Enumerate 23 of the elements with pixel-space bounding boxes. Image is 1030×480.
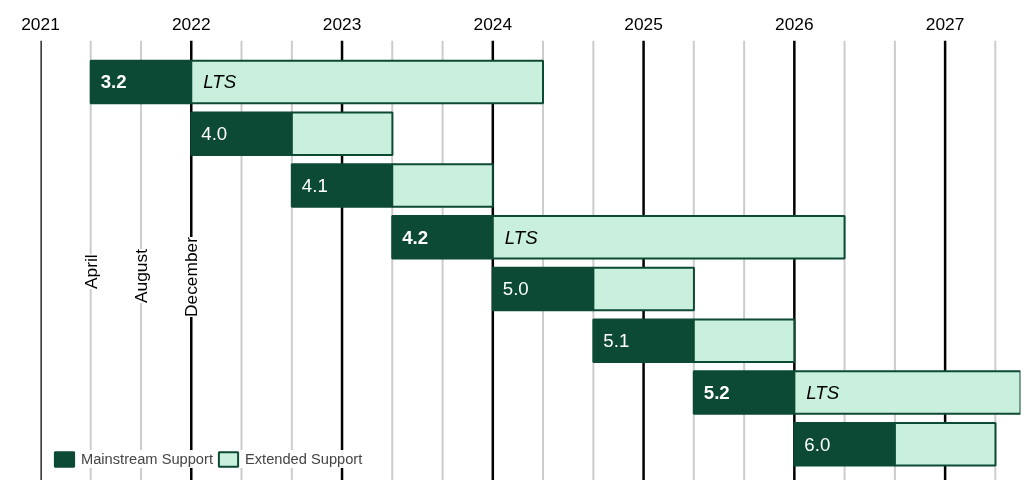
annotation: April — [80, 254, 101, 289]
y-tick-label: 5.0 — [502, 278, 529, 300]
x-tick-label: 2022 — [172, 13, 211, 34]
x-tick-label: 2027 — [925, 13, 965, 34]
y-tick-label: 5.1 — [603, 330, 630, 352]
y-tick-label: 4.1 — [301, 174, 328, 196]
y-tick-label: 4.2 — [402, 226, 429, 248]
x-tick-label: 2024 — [473, 13, 513, 34]
x-tick-label: 2026 — [775, 13, 814, 34]
data-label: LTS — [504, 226, 539, 248]
legend-label: Extended Support — [244, 451, 363, 467]
y-tick-label: 5.2 — [703, 382, 730, 403]
x-tick-label: 2023 — [322, 13, 362, 34]
y-tick-label: 4.0 — [201, 123, 228, 145]
y-tick-label: 3.2 — [100, 71, 127, 93]
data-label: LTS — [806, 382, 840, 403]
x-tick-label: 2025 — [624, 13, 663, 34]
legend-label: Mainstream Support — [81, 451, 213, 467]
annotation: December — [181, 236, 202, 317]
x-tick-label: 2021 — [21, 13, 60, 34]
data-label: LTS — [203, 71, 237, 93]
annotation: August — [131, 248, 152, 303]
y-tick-label: 6.0 — [804, 433, 831, 455]
